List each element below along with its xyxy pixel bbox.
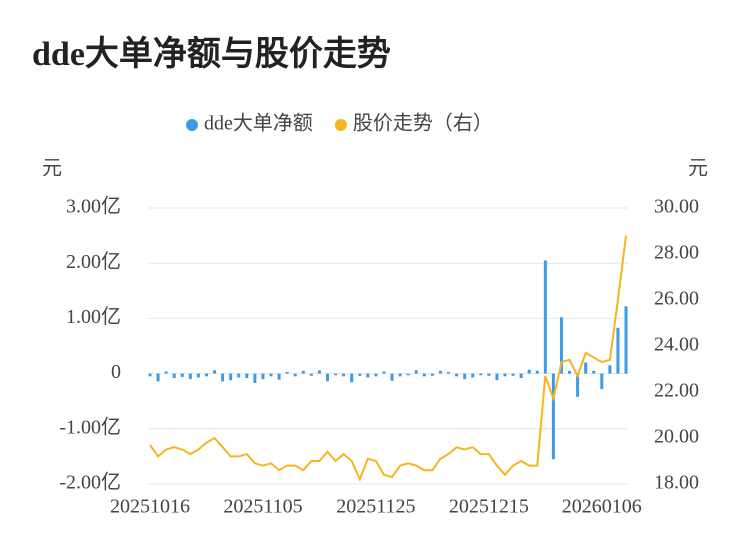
x-tick-label: 20251105 bbox=[223, 496, 302, 518]
bar bbox=[624, 306, 628, 374]
x-tick-label: 20260106 bbox=[562, 496, 642, 518]
bar bbox=[148, 373, 152, 377]
y2-tick-label: 18.00 bbox=[654, 472, 699, 494]
bar bbox=[390, 373, 394, 381]
bar bbox=[269, 373, 273, 377]
bar bbox=[503, 373, 507, 377]
bar bbox=[406, 373, 410, 376]
bar bbox=[172, 373, 176, 379]
bar bbox=[471, 373, 475, 378]
bar bbox=[196, 373, 200, 378]
bar bbox=[285, 371, 289, 374]
bar bbox=[374, 373, 378, 377]
bar bbox=[188, 373, 192, 380]
y2-tick-label: 22.00 bbox=[654, 380, 699, 402]
bar bbox=[334, 373, 338, 376]
bar bbox=[527, 369, 531, 374]
y-tick-label: 1.00亿 bbox=[66, 305, 121, 328]
bar bbox=[479, 373, 483, 376]
bar bbox=[245, 373, 249, 379]
x-tick-label: 20251125 bbox=[336, 496, 415, 518]
bar bbox=[164, 371, 168, 374]
bar bbox=[204, 373, 208, 377]
bar bbox=[576, 373, 580, 397]
bar bbox=[180, 373, 184, 377]
y2-tick-label: 20.00 bbox=[654, 426, 699, 448]
bar bbox=[398, 373, 402, 377]
y2-axis-label: 元 bbox=[688, 158, 708, 180]
bar bbox=[463, 373, 467, 380]
bar bbox=[358, 373, 362, 376]
bar bbox=[261, 373, 265, 380]
y2-tick-label: 24.00 bbox=[654, 334, 699, 356]
bar bbox=[350, 373, 354, 383]
bar bbox=[382, 371, 386, 374]
bar bbox=[422, 373, 426, 377]
chart-title: dde大单净额与股价走势 bbox=[32, 35, 391, 73]
y-tick-label: -1.00亿 bbox=[59, 415, 121, 438]
bar bbox=[156, 373, 160, 382]
y2-tick-label: 30.00 bbox=[654, 196, 699, 218]
y-tick-label: 0 bbox=[111, 361, 121, 383]
legend-marker bbox=[334, 119, 347, 131]
bar bbox=[535, 370, 539, 374]
bar bbox=[592, 370, 596, 374]
y2-tick-label: 28.00 bbox=[654, 242, 699, 264]
bar bbox=[438, 370, 442, 374]
bar bbox=[600, 373, 604, 390]
bar bbox=[293, 373, 297, 377]
bar bbox=[309, 373, 313, 376]
price-line bbox=[149, 235, 627, 483]
legend-label: dde大单净额 bbox=[204, 112, 313, 135]
bar bbox=[447, 371, 451, 374]
x-tick-label: 20251016 bbox=[110, 496, 190, 518]
bar bbox=[511, 373, 515, 376]
bar bbox=[519, 373, 523, 379]
bar bbox=[487, 373, 491, 376]
y2-tick-label: 26.00 bbox=[654, 288, 699, 310]
bar bbox=[253, 373, 257, 383]
bar bbox=[608, 365, 612, 374]
y-tick-label: 2.00亿 bbox=[66, 250, 121, 273]
bar bbox=[301, 370, 305, 374]
bar bbox=[616, 327, 620, 374]
bar bbox=[342, 373, 346, 377]
bar bbox=[277, 373, 281, 380]
bar bbox=[559, 317, 563, 374]
y-tick-label: 3.00亿 bbox=[66, 195, 121, 218]
bar bbox=[455, 373, 459, 377]
bar bbox=[543, 260, 547, 374]
bar bbox=[229, 373, 233, 381]
bar bbox=[430, 373, 434, 376]
legend-label: 股价走势（右） bbox=[353, 112, 493, 135]
bar bbox=[568, 370, 572, 374]
bar bbox=[366, 373, 370, 378]
bar bbox=[237, 373, 241, 378]
y-tick-label: -2.00亿 bbox=[59, 471, 121, 494]
bar bbox=[551, 373, 555, 460]
y-axis-label: 元 bbox=[42, 158, 62, 180]
bar bbox=[495, 373, 499, 381]
legend-marker bbox=[186, 119, 198, 131]
x-tick-label: 20251215 bbox=[449, 496, 529, 518]
bar bbox=[317, 370, 321, 374]
bar bbox=[414, 370, 418, 374]
bar bbox=[325, 373, 329, 382]
bar bbox=[584, 362, 588, 374]
bar bbox=[221, 373, 225, 382]
bar bbox=[213, 370, 217, 374]
